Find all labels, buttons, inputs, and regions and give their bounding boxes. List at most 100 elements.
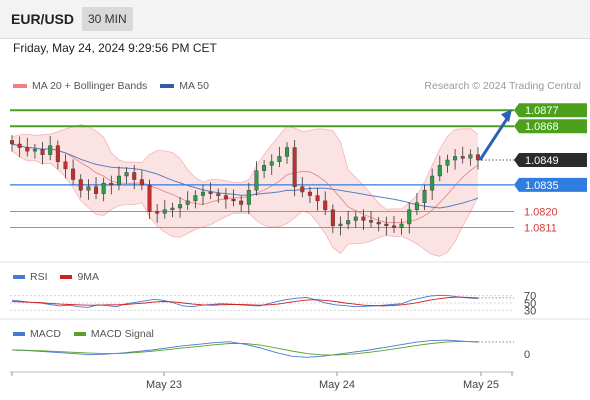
price-tag: 1.0835 bbox=[514, 177, 587, 192]
bollinger-lower bbox=[11, 150, 479, 257]
rsi-9ma-line bbox=[11, 296, 479, 307]
symbol-label: EUR/USD bbox=[11, 11, 75, 27]
price-tag: 1.0877 bbox=[514, 103, 587, 118]
macd-signal-line bbox=[11, 340, 479, 356]
macd-line bbox=[11, 339, 479, 358]
source-credit: Research © 2024 Trading Central bbox=[424, 80, 581, 92]
x-tick-label: May 25 bbox=[463, 379, 499, 391]
main-legend: MA 20 + Bollinger Bands MA 50 bbox=[13, 80, 219, 92]
macd-legend: MACD MACD Signal bbox=[13, 328, 164, 340]
candle-body bbox=[376, 222, 381, 225]
candle-body bbox=[116, 175, 121, 186]
candle-body bbox=[124, 172, 129, 177]
legend-item-ma50: MA 50 bbox=[160, 80, 209, 92]
price-level-label: 1.0849 bbox=[525, 155, 559, 167]
candle-body bbox=[391, 225, 396, 228]
x-tick-label: May 24 bbox=[319, 379, 355, 391]
rsi-tick-label: 70 bbox=[524, 291, 536, 303]
price-tag: 1.0849 bbox=[514, 153, 587, 167]
candle-body bbox=[71, 168, 76, 180]
chart-datetime: Friday, May 24, 2024 9:29:56 PM CET bbox=[13, 41, 217, 55]
candle-body bbox=[254, 170, 259, 191]
candle-body bbox=[445, 159, 450, 166]
candle-body bbox=[25, 147, 30, 152]
candle-body bbox=[414, 202, 419, 210]
rsi-tick-label: 50 bbox=[524, 298, 536, 310]
candle-body bbox=[262, 165, 267, 171]
candle-body bbox=[246, 190, 251, 205]
projection-arrow bbox=[478, 116, 510, 161]
candle-body bbox=[216, 193, 221, 196]
candle-body bbox=[132, 172, 137, 180]
price-level-label: 1.0835 bbox=[525, 180, 559, 192]
candle-body bbox=[292, 147, 297, 187]
price-tag-bg bbox=[514, 119, 587, 134]
ma50-line bbox=[11, 143, 479, 209]
candle-body bbox=[200, 191, 205, 196]
candle-body bbox=[460, 156, 465, 159]
candle-body bbox=[330, 209, 335, 226]
candle-body bbox=[422, 190, 427, 203]
candle-body bbox=[239, 200, 244, 205]
candle-body bbox=[17, 143, 22, 148]
rsi-tick-label: 30 bbox=[524, 305, 536, 317]
candle-body bbox=[269, 161, 274, 166]
candle-body bbox=[101, 182, 106, 194]
candle-body bbox=[40, 149, 45, 155]
projection-arrowhead bbox=[501, 109, 512, 123]
candle-body bbox=[109, 182, 114, 186]
legend-item-bollinger: MA 20 + Bollinger Bands bbox=[13, 80, 147, 92]
candle-body bbox=[86, 186, 91, 191]
candle-body bbox=[369, 220, 374, 223]
candle-body bbox=[285, 147, 290, 157]
bollinger-upper bbox=[11, 124, 479, 210]
candle-body bbox=[9, 140, 14, 145]
price-level-label: 1.0877 bbox=[525, 105, 559, 117]
x-tick-label: May 23 bbox=[146, 379, 182, 391]
candles bbox=[9, 135, 481, 236]
candle-body bbox=[48, 145, 53, 155]
candle-body bbox=[323, 200, 328, 210]
price-level-label: 1.0868 bbox=[525, 121, 559, 133]
candle-body bbox=[277, 156, 282, 162]
candle-body bbox=[32, 149, 37, 152]
candle-body bbox=[353, 216, 358, 221]
candle-body bbox=[55, 145, 60, 162]
candle-body bbox=[315, 195, 320, 202]
price-level-label: 1.0811 bbox=[524, 223, 557, 235]
bollinger-band bbox=[12, 124, 478, 257]
candle-body bbox=[63, 161, 68, 170]
candle-body bbox=[430, 175, 435, 191]
macd-tick-label: 0 bbox=[524, 349, 530, 361]
candle-body bbox=[307, 191, 312, 196]
candle-body bbox=[476, 154, 481, 161]
candle-body bbox=[346, 220, 351, 225]
candle-body bbox=[223, 195, 228, 200]
price-level-label: 1.0820 bbox=[524, 207, 558, 219]
candle-body bbox=[361, 216, 366, 221]
price-tag-bg bbox=[514, 153, 587, 167]
rsi-legend: RSI 9MA bbox=[13, 271, 109, 283]
candle-body bbox=[178, 204, 183, 209]
candle-body bbox=[208, 191, 213, 194]
price-tag: 1.0868 bbox=[514, 119, 587, 134]
candle-body bbox=[147, 184, 152, 212]
candle-body bbox=[407, 209, 412, 225]
candle-body bbox=[155, 211, 160, 214]
chart-header: EUR/USD 30 MIN bbox=[0, 0, 590, 39]
price-tag-bg bbox=[514, 103, 587, 118]
candle-body bbox=[139, 179, 144, 186]
candle-body bbox=[185, 200, 190, 205]
candle-body bbox=[399, 223, 404, 228]
candle-body bbox=[468, 154, 473, 159]
candle-body bbox=[162, 209, 167, 214]
candle-body bbox=[193, 195, 198, 202]
candle-body bbox=[170, 207, 175, 210]
price-tag-bg bbox=[514, 177, 587, 192]
candle-body bbox=[338, 223, 343, 226]
candle-body bbox=[94, 186, 99, 194]
rsi-line bbox=[11, 294, 479, 308]
timeframe-button[interactable]: 30 MIN bbox=[82, 7, 133, 31]
candle-body bbox=[453, 156, 458, 161]
